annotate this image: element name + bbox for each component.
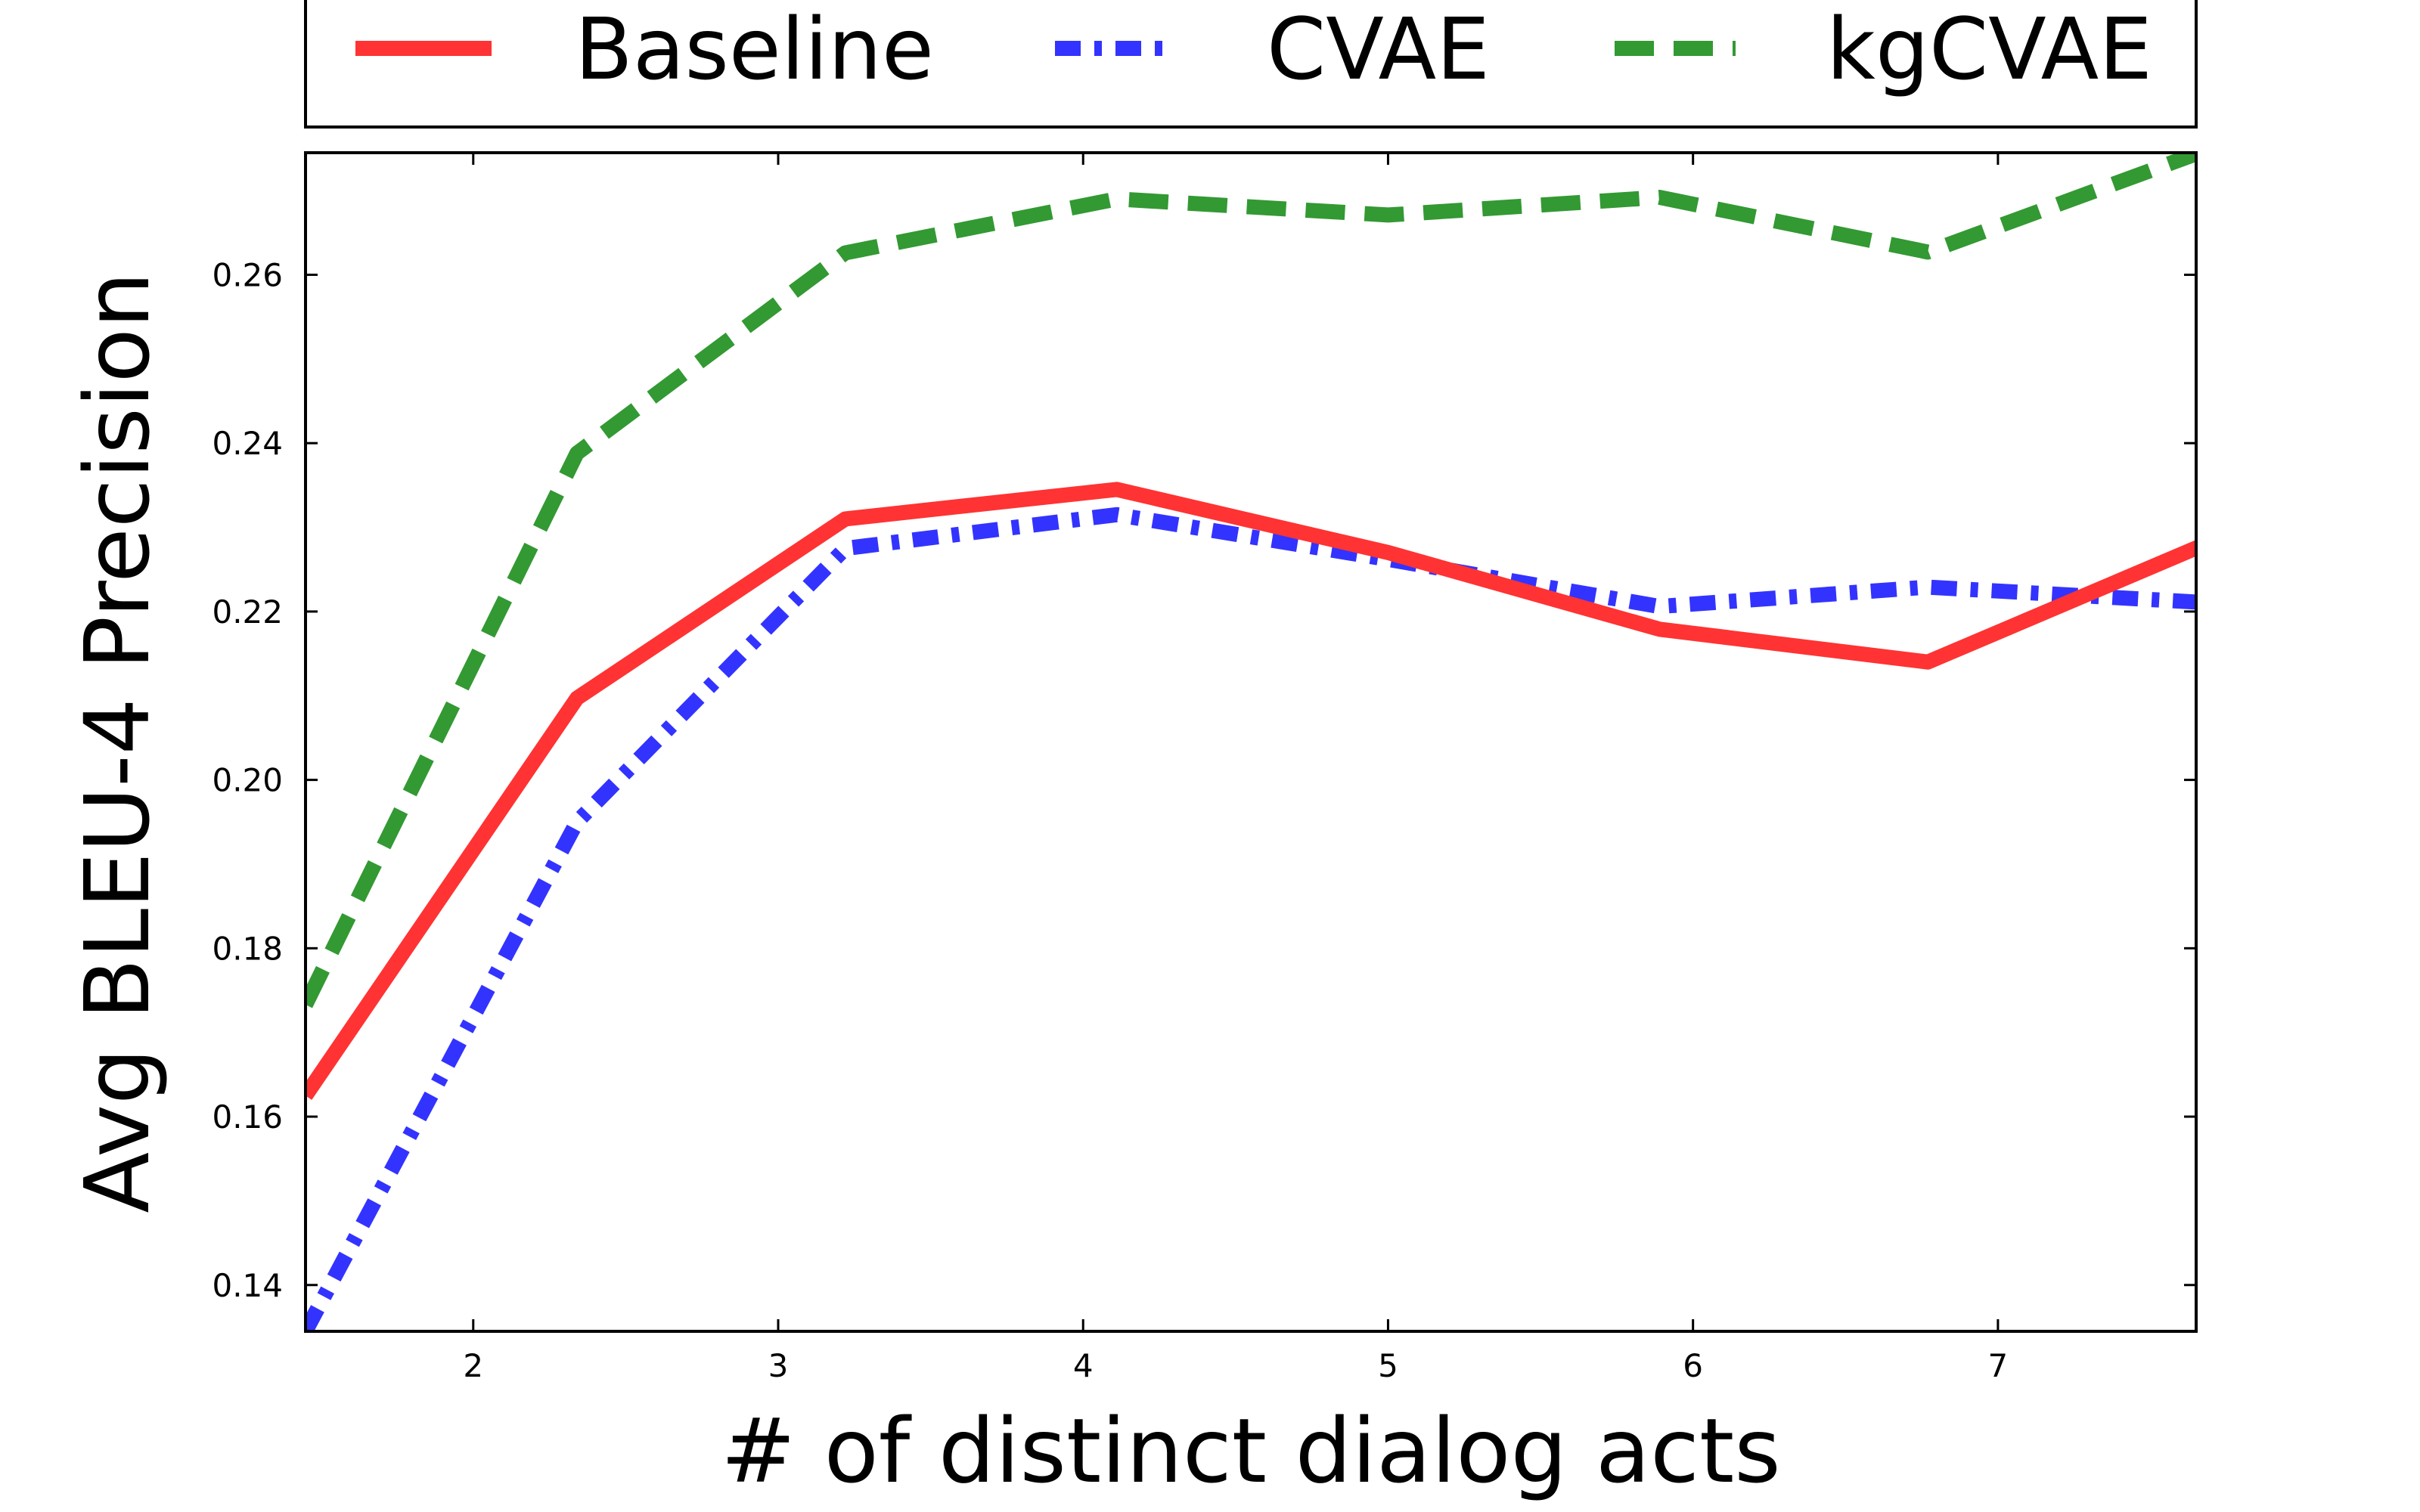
series-line-cvae: [306, 507, 2196, 1331]
plot-area: 2 3 4 5 6 7 0.14 0.16 0.18 0.20 0.22 0.24 0.26: [212, 151, 2198, 1384]
x-tick-label: 2: [463, 1347, 483, 1384]
legend-label-cvae: CVAE: [1267, 1, 1490, 99]
x-tick-label: 5: [1378, 1347, 1398, 1384]
y-tick-label: 0.18: [212, 930, 283, 967]
x-axis-title: # of distinct dialog acts: [721, 1399, 1781, 1503]
series-line-baseline: [306, 482, 2196, 1100]
y-tick-label: 0.16: [212, 1098, 283, 1136]
y-tick-label: 0.22: [212, 593, 283, 631]
legend: Baseline CVAE kgCVAE: [304, 0, 2198, 129]
x-tick-label: 3: [768, 1347, 789, 1384]
y-tick-label: 0.14: [212, 1267, 283, 1304]
legend-frame: [304, 0, 2198, 129]
y-axis-title: Avg BLEU-4 Precision: [65, 271, 169, 1213]
series-line-kgcvae: [306, 153, 2196, 1009]
x-tick-label: 7: [1988, 1347, 2009, 1384]
legend-label-baseline: Baseline: [575, 1, 934, 99]
legend-label-kgcvae: kgCVAE: [1826, 1, 2152, 99]
y-tick-label: 0.20: [212, 762, 283, 799]
y-tick-label: 0.24: [212, 425, 283, 462]
plot-frame: [304, 151, 2198, 1333]
x-tick-label: 4: [1073, 1347, 1094, 1384]
y-tick-label: 0.26: [212, 256, 283, 293]
x-tick-label: 6: [1683, 1347, 1703, 1384]
